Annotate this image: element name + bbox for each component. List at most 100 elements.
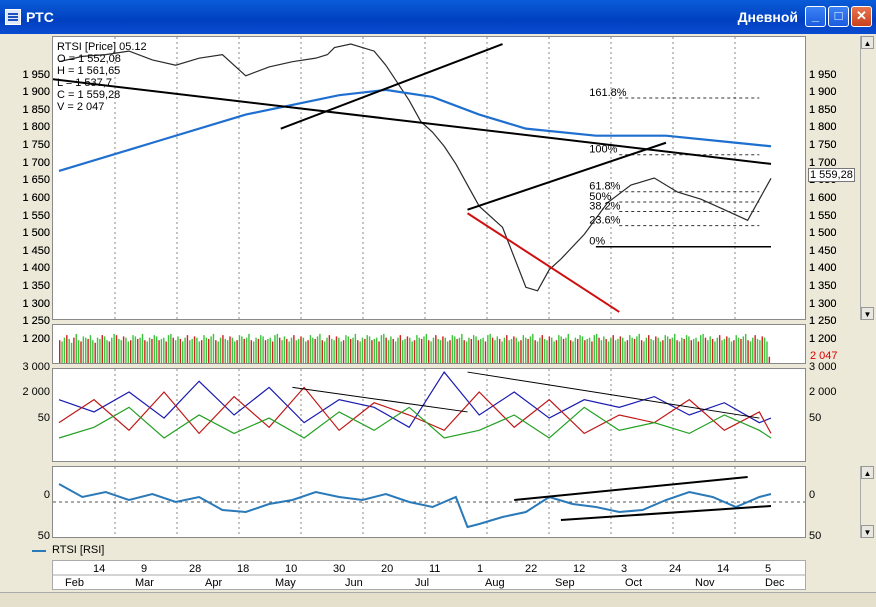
volume-bar [257, 338, 260, 363]
volume-bar [409, 337, 411, 363]
volume-bar [103, 336, 106, 363]
volume-bar [205, 337, 208, 363]
volume-bar [92, 340, 94, 363]
volume-bar [721, 340, 723, 363]
window-chart-icon[interactable] [5, 9, 21, 25]
volume-bar [278, 337, 281, 363]
volume-bar [480, 338, 482, 363]
volume-bar [158, 340, 160, 363]
volume-bar [636, 336, 638, 363]
y-tick-label: 1 650 [22, 174, 50, 187]
volume-bar [678, 341, 681, 363]
month-tick-label: Jun [345, 577, 363, 589]
volume-bar [208, 338, 210, 363]
y-tick-label: 1 750 [22, 139, 50, 152]
close-button[interactable]: ✕ [851, 6, 872, 27]
oscillator-pane[interactable] [52, 368, 806, 462]
trend-line [467, 371, 760, 419]
volume-bar [539, 337, 541, 363]
trend-line [466, 212, 620, 313]
rsi-chart[interactable] [53, 467, 805, 537]
oscillator-chart[interactable] [53, 369, 805, 461]
volume-bar [269, 337, 271, 363]
volume-bar [548, 336, 551, 363]
volume-bar [688, 336, 690, 363]
volume-bar [584, 340, 586, 363]
y-tick-label: 50 [37, 530, 50, 542]
volume-bar [603, 336, 605, 363]
volume-bar [340, 341, 342, 363]
volume-bar [633, 338, 636, 363]
fib-level-label: 161.8% [589, 87, 627, 99]
volume-bar [165, 341, 167, 363]
volume-bar [68, 338, 70, 363]
volume-bar [354, 333, 357, 363]
maximize-button[interactable]: □ [828, 6, 849, 27]
volume-bar [314, 338, 316, 363]
price-chart[interactable]: 161.8% 100% 61.8%50%38.2% 23.6% 0% [52, 37, 805, 319]
volume-bar [392, 338, 394, 363]
volume-bar [624, 341, 626, 363]
scroll-down-icon[interactable]: ▼ [861, 307, 874, 320]
minimize-button[interactable]: _ [805, 6, 826, 27]
y-tick-label: 1 450 [809, 244, 837, 257]
y-tick-label: 1 450 [809, 244, 837, 257]
volume-bar [752, 337, 754, 363]
volume-bar [442, 336, 444, 363]
info-symbol: RTSI [Price] 05.12 [57, 41, 147, 53]
volume-bar [212, 333, 215, 363]
volume-bar [591, 341, 593, 363]
month-tick-label: Oct [625, 577, 642, 589]
scroll-up-icon[interactable]: ▲ [861, 36, 874, 49]
y-tick-label: 1 300 [22, 297, 50, 310]
volume-bar [546, 340, 548, 363]
y-tick-label: 1 250 [809, 315, 837, 328]
volume-bar [77, 340, 80, 363]
volume-bar [669, 338, 671, 363]
volume-bar [423, 336, 425, 363]
volume-bar [676, 340, 678, 363]
month-tick-label: Mar [135, 577, 154, 589]
oscillator-series-line [58, 406, 772, 439]
volume-bar [338, 337, 340, 363]
price-scrollbar[interactable]: ▲ ▼ [860, 36, 874, 320]
horizontal-scrollbar[interactable] [0, 592, 876, 607]
volume-bar [184, 337, 186, 363]
chart-frame: 161.8% 100% 61.8% 50% 38.2% 23.6% 0% RTSI [Pri… [0, 34, 876, 606]
volume-bar [226, 340, 229, 363]
volume-bar [551, 337, 553, 363]
volume-bar [763, 337, 766, 363]
volume-bar [245, 337, 248, 363]
y-tick-label: 1 550 [22, 209, 50, 222]
y-tick-label: 1 900 [809, 86, 837, 99]
volume-bar [619, 336, 622, 363]
volume-bar [264, 340, 267, 363]
volume-bar [191, 338, 193, 363]
y-tick-label: 50 [809, 530, 822, 542]
volume-bar [484, 341, 487, 363]
y-tick-label: 1 700 [22, 156, 50, 169]
oscillator-series-line [58, 386, 772, 435]
volume-bar [491, 337, 494, 363]
volume-bar [366, 335, 368, 363]
y-tick-label: 1 900 [22, 86, 50, 99]
price-pane[interactable]: 161.8% 100% 61.8% 50% 38.2% 23.6% 0% RTSI [Pri… [52, 36, 806, 320]
volume-bar [655, 336, 657, 363]
scroll-down-icon[interactable]: ▼ [861, 525, 874, 538]
y-tick-label: 1 800 [809, 121, 837, 134]
volume-bar [714, 341, 716, 363]
volume-chart[interactable] [53, 325, 805, 363]
volume-bar [503, 337, 506, 363]
volume-bar [312, 337, 314, 363]
rsi-line [58, 483, 772, 529]
scroll-up-icon[interactable]: ▲ [861, 466, 874, 479]
volume-pane[interactable] [52, 324, 806, 364]
y-tick-label: 1 700 [809, 156, 837, 169]
rsi-pane[interactable] [52, 466, 806, 538]
y-tick-label: 1 400 [809, 262, 837, 275]
y-tick-label: 1 600 [22, 191, 50, 204]
volume-bar [435, 335, 437, 363]
volume-bar [380, 335, 383, 363]
day-tick-label: 11 [429, 563, 440, 575]
rsi-scrollbar[interactable]: ▲ ▼ [860, 466, 874, 538]
